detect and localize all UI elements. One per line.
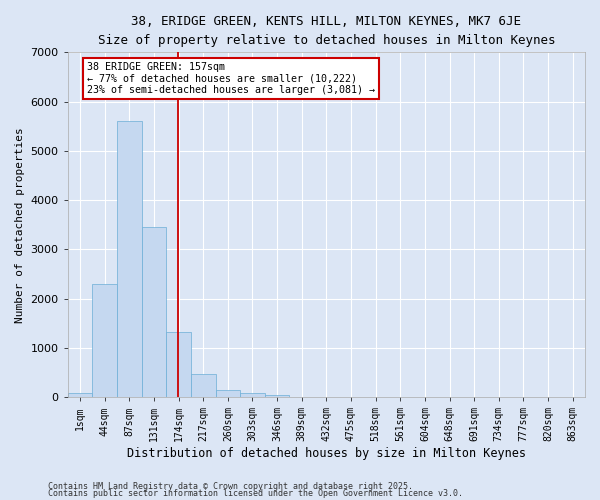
Bar: [142, 227, 166, 397]
Text: 38 ERIDGE GREEN: 157sqm
← 77% of detached houses are smaller (10,222)
23% of sem: 38 ERIDGE GREEN: 157sqm ← 77% of detache…: [88, 62, 376, 96]
Bar: [215, 390, 240, 397]
Text: Contains public sector information licensed under the Open Government Licence v3: Contains public sector information licen…: [48, 489, 463, 498]
Bar: [240, 394, 265, 397]
Bar: [191, 374, 215, 397]
Bar: [117, 122, 142, 397]
X-axis label: Distribution of detached houses by size in Milton Keynes: Distribution of detached houses by size …: [127, 447, 526, 460]
Bar: [92, 284, 117, 397]
Text: Contains HM Land Registry data © Crown copyright and database right 2025.: Contains HM Land Registry data © Crown c…: [48, 482, 413, 491]
Bar: [265, 394, 289, 397]
Bar: [68, 394, 92, 397]
Title: 38, ERIDGE GREEN, KENTS HILL, MILTON KEYNES, MK7 6JE
Size of property relative t: 38, ERIDGE GREEN, KENTS HILL, MILTON KEY…: [98, 15, 555, 47]
Y-axis label: Number of detached properties: Number of detached properties: [15, 127, 25, 322]
Bar: [166, 332, 191, 397]
